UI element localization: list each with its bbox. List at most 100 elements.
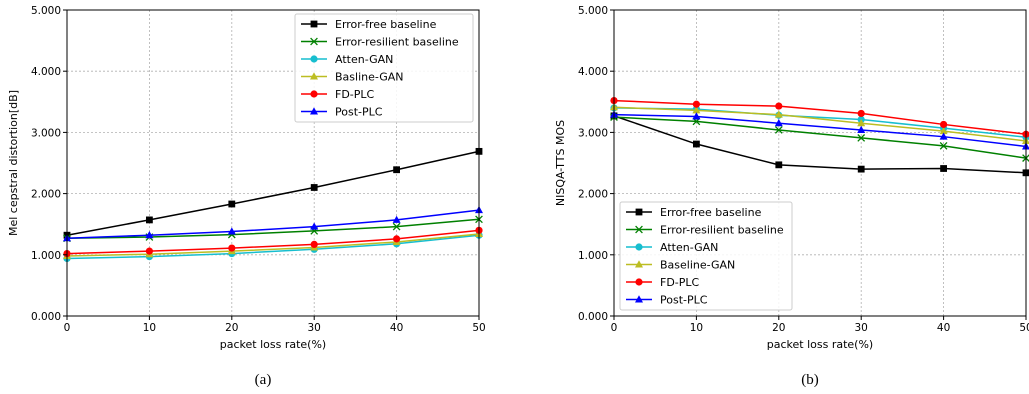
marker-x-stroke [635,225,643,234]
y-tick-label: 1.000 [31,250,61,262]
x-tick-label: 0 [64,322,71,334]
x-tick-label: 50 [472,322,485,334]
legend-label: Basline-GAN [335,71,404,84]
data-point [939,132,948,140]
data-point [692,106,701,114]
data-point [775,102,783,110]
series-line [66,209,480,240]
data-point [145,231,154,239]
data-point [857,119,866,127]
x-tick-label: 40 [390,322,403,334]
legend-marker [310,20,318,28]
legend-label: FD-PLC [660,276,700,289]
legend: Error-free baseline Error-resilient basel… [619,201,793,311]
y-tick-label: 5.000 [31,5,61,17]
series-line [66,233,480,257]
data-point [857,125,866,133]
legend-marker [635,208,643,216]
series-line [613,107,1027,139]
legend-box [619,201,793,311]
data-point [393,235,401,243]
legend-box [294,13,474,123]
x-axis-label: packet loss rate(%) [767,338,873,351]
data-point [692,112,701,120]
legend-item: Atten-GAN [301,53,393,66]
x-axis-label: packet loss rate(%) [220,338,326,351]
data-point [310,240,318,248]
legend-label: Atten-GAN [335,53,393,66]
legend-item: Error-free baseline [301,18,437,31]
marker-x-stroke [939,142,948,150]
y-tick-label: 5.000 [578,5,608,17]
legend-item: Error-resilient baseline [626,224,784,237]
y-tick-label: 0.000 [31,311,61,323]
y-tick-label: 1.000 [578,250,608,262]
x-tick-label: 30 [855,322,868,334]
legend-marker [310,37,318,46]
legend-marker [635,260,643,268]
series-line [66,234,480,260]
series-error-resilient-baseline [610,113,1029,162]
x-tick-label: 0 [611,322,618,334]
data-point [392,222,401,231]
y-tick-label: 2.000 [578,189,608,201]
legend-label: Atten-GAN [660,241,718,254]
legend-marker [310,107,318,115]
data-point [857,165,865,173]
x-tick-label: 20 [225,322,238,334]
legend-item: Post-PLC [626,294,708,307]
legend-item: Post-PLC [301,106,383,119]
y-tick-label: 2.000 [31,189,61,201]
marker-x-stroke [857,134,866,142]
legend-marker [310,90,318,98]
y-tick-label: 3.000 [578,127,608,139]
series-line [613,113,1027,148]
x-tick-label: 30 [308,322,321,334]
x-tick-label: 10 [690,322,703,334]
data-point [774,119,783,127]
data-point [692,100,701,108]
data-point [145,247,153,255]
marker-x-stroke [392,222,401,231]
legend-label: Error-free baseline [660,206,762,219]
plot-frame [66,9,480,317]
data-point [774,126,783,134]
legend-marker [635,243,643,251]
data-point [310,184,318,191]
legend-item: Atten-GAN [626,241,718,254]
data-point [940,165,947,172]
data-point [940,120,948,129]
y-tick-label: 0.000 [578,311,608,323]
data-point [775,161,783,169]
data-point [857,109,865,118]
series-fd-plc [610,96,1029,138]
chart-panel-a: 0 10 20 30 40 50 0.000 1.000 2.000 3.000 4.000 5.00… [7,5,486,388]
data-point [227,227,236,235]
y-tick-label: 3.000 [31,127,61,139]
legend-marker [635,278,643,286]
series-line [66,218,480,240]
legend-marker [635,225,643,234]
data-point [310,222,319,230]
series-line [613,115,1027,174]
y-tick-label: 4.000 [578,66,608,78]
data-point [774,110,783,118]
y-axis-label: NISQA-TTS MOS [554,120,567,206]
data-point [392,215,401,223]
legend-marker [310,55,318,63]
data-point [228,200,236,208]
series-baseline-gan [610,103,1029,144]
data-point [939,142,948,150]
legend-label: Error-resilient baseline [335,36,459,49]
series-line [613,106,1027,142]
series-error-free-baseline [610,112,1029,177]
legend-label: Error-resilient baseline [660,224,784,237]
x-tick-label: 10 [143,322,156,334]
series-line [613,99,1027,135]
legend-item: Error-free baseline [626,206,762,219]
legend-marker [635,295,643,303]
x-tick-label: 50 [1019,322,1029,334]
y-axis-label: Mel cepstral distortion[dB] [7,90,20,236]
legend-item: Basline-GAN [301,71,404,84]
